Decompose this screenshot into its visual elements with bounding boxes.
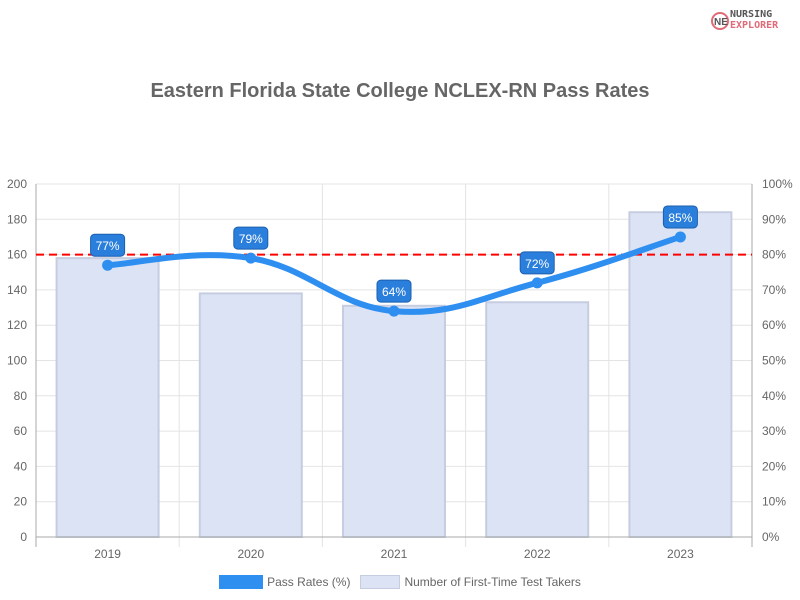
y-right-tick-label: 50% <box>762 354 786 368</box>
x-tick-label: 2019 <box>94 547 121 561</box>
data-label-box <box>376 279 412 303</box>
legend: Pass Rates (%) Number of First-Time Test… <box>0 575 800 589</box>
bar-2019 <box>55 257 160 538</box>
y-left-tick-label: 140 <box>7 283 27 297</box>
y-left-tick-label: 60 <box>14 424 28 438</box>
y-right-tick-label: 40% <box>762 389 786 403</box>
data-label-box <box>519 251 555 275</box>
y-right-tick-label: 70% <box>762 283 786 297</box>
data-label: 77% <box>96 239 120 253</box>
x-tick-label: 2022 <box>524 547 551 561</box>
data-label-box <box>233 226 269 250</box>
y-right-tick-label: 80% <box>762 248 786 262</box>
legend-swatch <box>360 575 401 589</box>
x-tick-label: 2020 <box>237 547 264 561</box>
y-right-tick-label: 30% <box>762 424 786 438</box>
y-left-tick-label: 160 <box>7 248 27 262</box>
y-left-tick-label: 120 <box>7 318 27 332</box>
y-left-tick-label: 200 <box>7 177 27 191</box>
pass-rate-point-2019 <box>102 259 114 271</box>
data-label: 64% <box>382 285 406 299</box>
logo-icon: NE <box>711 12 729 30</box>
legend-swatch <box>219 575 264 589</box>
legend-label: Number of First-Time Test Takers <box>404 575 581 589</box>
svg-text:NE: NE <box>714 17 728 28</box>
y-right-tick-label: 90% <box>762 212 786 226</box>
logo-text-1: NURSING <box>730 9 773 20</box>
y-left-tick-label: 180 <box>7 212 27 226</box>
y-left-tick-label: 80 <box>14 389 28 403</box>
bar-2020 <box>198 292 303 538</box>
legend-item-pass-rates[interactable]: Pass Rates (%) <box>219 575 350 589</box>
y-left-tick-label: 0 <box>20 530 27 544</box>
x-tick-label: 2021 <box>381 547 408 561</box>
y-left-tick-label: 20 <box>14 495 28 509</box>
pass-rate-point-2020 <box>245 252 257 264</box>
logo-text-2: EXPLORER <box>730 20 779 31</box>
legend-label: Pass Rates (%) <box>267 575 351 589</box>
y-right-tick-label: 10% <box>762 495 786 509</box>
bar-2021 <box>342 304 446 538</box>
nursing-explorer-logo: NE NURSING EXPLORER <box>710 9 778 31</box>
y-right-tick-label: 60% <box>762 318 786 332</box>
bar-2022 <box>485 301 590 538</box>
pass-rate-point-2023 <box>674 231 686 243</box>
legend-item-test-takers[interactable]: Number of First-Time Test Takers <box>360 575 581 589</box>
bar-2023 <box>628 211 733 539</box>
chart-title: Eastern Florida State College NCLEX-RN P… <box>150 80 650 102</box>
y-right-tick-label: 100% <box>762 177 793 191</box>
pass-rate-point-2021 <box>388 305 400 317</box>
y-right-tick-label: 0% <box>762 530 780 544</box>
data-label: 72% <box>525 257 549 271</box>
data-label-box <box>90 233 126 257</box>
data-label-box <box>662 205 698 229</box>
y-right-tick-label: 20% <box>762 459 786 473</box>
x-tick-label: 2023 <box>667 547 694 561</box>
y-left-tick-label: 40 <box>14 459 28 473</box>
pass-rate-point-2022 <box>531 277 543 289</box>
data-label: 85% <box>668 211 692 225</box>
data-label: 79% <box>239 232 263 246</box>
y-left-tick-label: 100 <box>7 354 27 368</box>
